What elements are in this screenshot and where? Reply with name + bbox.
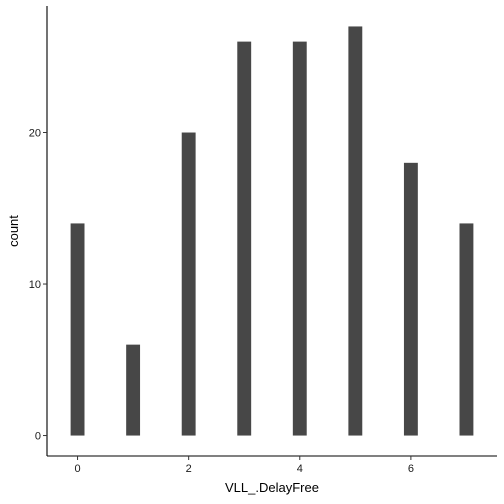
x-axis-ticks: 0 2 4 6 [74,456,414,475]
x-tick-label-0: 0 [74,463,80,475]
bar-4 [292,41,307,436]
y-axis-ticks: 0 10 20 [29,128,47,443]
y-tick-label-0: 0 [35,431,41,443]
bar-2 [181,132,196,436]
bar-0 [70,223,85,436]
bar-1 [126,344,141,436]
bar-7 [459,223,474,436]
bar-3 [237,41,252,436]
y-axis-title: count [6,215,21,247]
y-tick-label-20: 20 [29,128,41,140]
bar-5 [348,26,363,436]
x-axis-title: VLL_.DelayFree [225,480,319,495]
x-tick-label-4: 4 [297,463,303,475]
x-tick-label-6: 6 [408,463,414,475]
x-tick-label-2: 2 [186,463,192,475]
y-tick-label-10: 10 [29,279,41,291]
bars-layer [70,26,474,436]
bar-6 [403,162,418,436]
